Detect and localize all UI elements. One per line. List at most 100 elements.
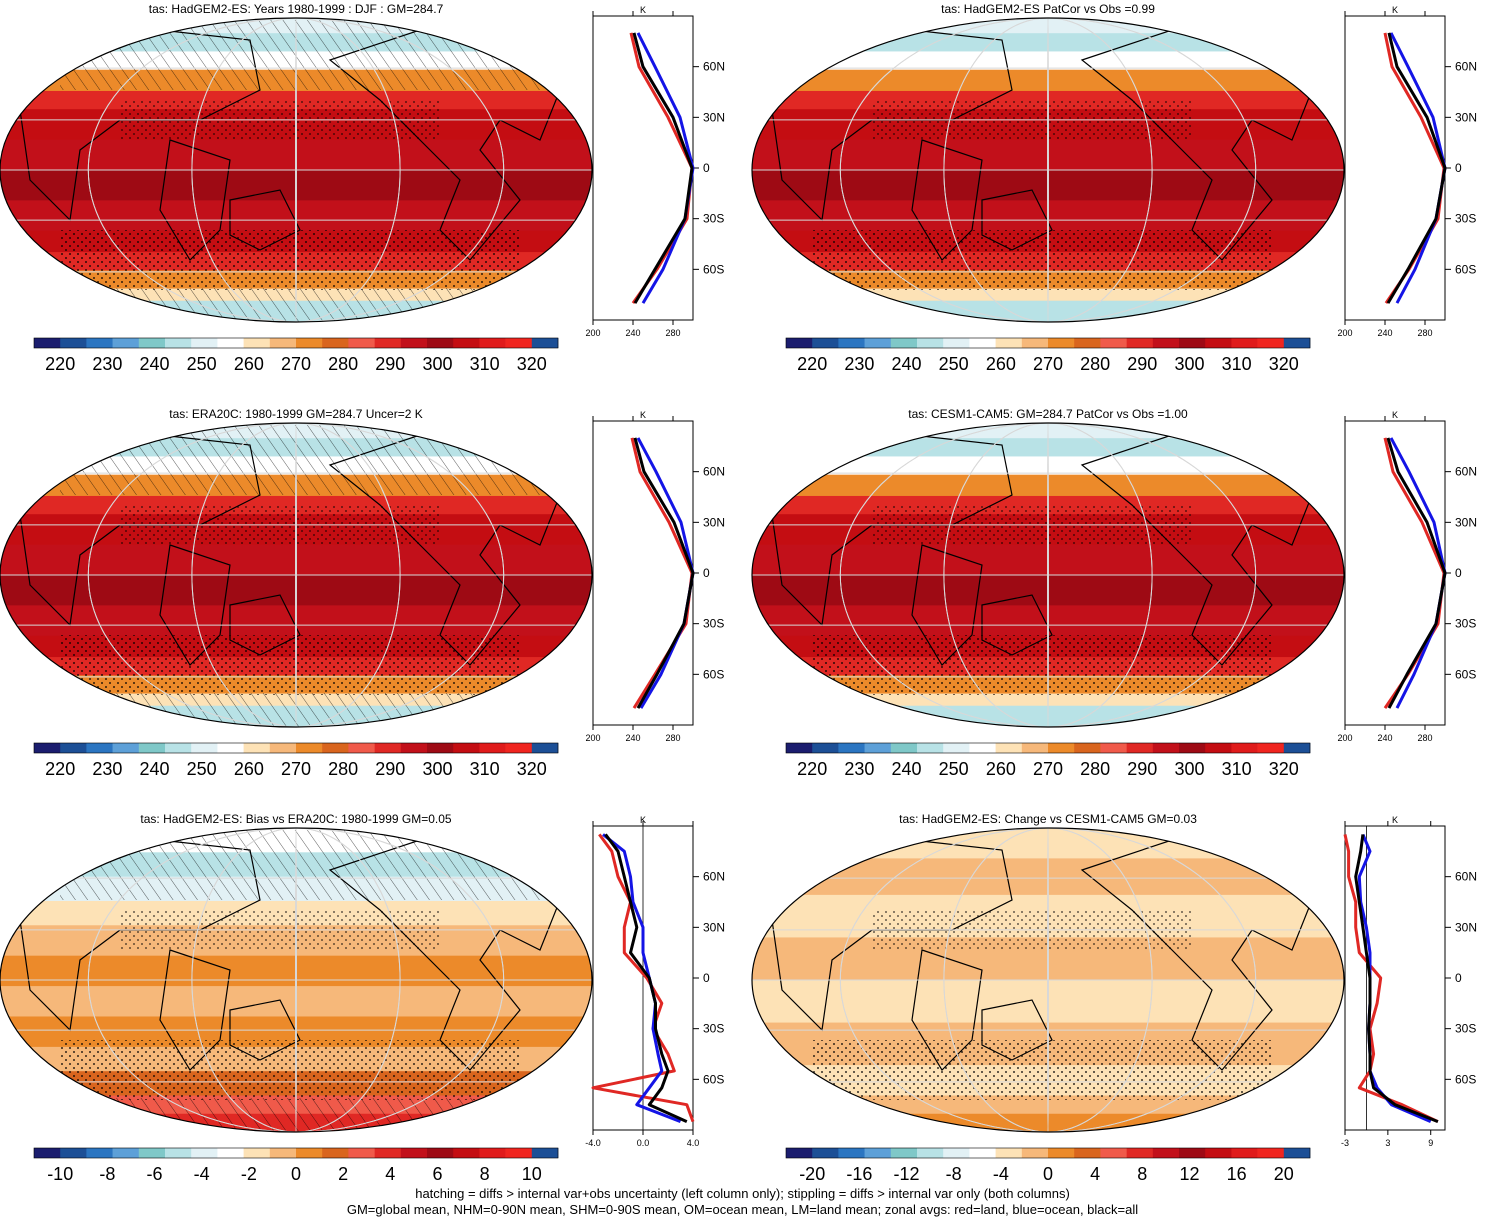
zonal-line-ocean	[1389, 437, 1447, 709]
colorbar-tick-label: 220	[797, 354, 827, 374]
zonal-lat-label: 30S	[1455, 617, 1476, 631]
map-field	[752, 423, 1344, 727]
colorbar-frame	[33, 742, 559, 754]
stippling	[60, 635, 520, 695]
zonal-lat-label: 60N	[703, 465, 725, 479]
colorbar-swatch	[890, 338, 918, 348]
map-outline	[0, 17, 593, 323]
colorbar-tick-label: -8	[946, 1164, 962, 1184]
colorbar-swatch	[812, 1148, 839, 1158]
colorbar-tick-label: 220	[45, 759, 75, 779]
zonal-lat-label: 60N	[1455, 60, 1477, 74]
colorbar-swatch	[812, 743, 839, 753]
zonal-lat-label: 0	[1455, 971, 1462, 985]
colorbar-swatch	[138, 743, 166, 753]
colorbar-swatch	[165, 1148, 192, 1158]
colorbar-tick-label: 320	[517, 759, 547, 779]
colorbar-swatch	[138, 1148, 166, 1158]
zonal-lat-label: 30S	[703, 1022, 724, 1036]
colorbar-swatch	[917, 1148, 944, 1158]
colorbar-swatch	[864, 338, 892, 348]
colorbar-swatch	[1179, 338, 1206, 348]
colorbar-tick-label: 290	[375, 759, 405, 779]
zonal-unit-label: K	[640, 410, 646, 420]
colorbar-tick-label: 260	[986, 354, 1016, 374]
zonal-lat-label: 30S	[703, 212, 724, 226]
colorbar-swatch	[427, 338, 454, 348]
colorbar-swatch	[505, 743, 533, 753]
colorbar-tick-label: 20	[1274, 1164, 1294, 1184]
colorbar-swatch	[112, 1148, 140, 1158]
zonal-lat-label: 60N	[1455, 870, 1477, 884]
colorbar-frame	[785, 1147, 1311, 1159]
colorbar-swatch	[1126, 338, 1154, 348]
colorbar-tick-label: -20	[799, 1164, 825, 1184]
colorbar-swatch	[917, 743, 944, 753]
colorbar-swatch	[269, 743, 297, 753]
colorbar-swatch	[890, 743, 918, 753]
colorbar-swatch	[1100, 743, 1127, 753]
colorbar-swatch	[453, 1148, 480, 1158]
zonal-x-label: 280	[1417, 328, 1432, 338]
colorbar-swatch	[1205, 743, 1232, 753]
map-field	[0, 18, 592, 322]
zonal-lat-label: 60N	[703, 60, 725, 74]
zonal-x-label: 9	[1428, 1138, 1433, 1148]
zonal-lat-label: 60N	[703, 870, 725, 884]
colorbar-swatch	[243, 743, 271, 753]
colorbar-tick-label: 280	[328, 354, 358, 374]
colorbar-swatch	[217, 338, 244, 348]
map-outline	[751, 827, 1345, 1133]
colorbar-swatch	[995, 743, 1023, 753]
colorbar-swatch	[348, 1148, 375, 1158]
zonal-x-label: 240	[625, 328, 640, 338]
zonal-lat-label: 30S	[703, 617, 724, 631]
colorbar-tick-label: 320	[1269, 759, 1299, 779]
colorbar-tick-label: 4	[1090, 1164, 1100, 1184]
colorbar-tick-label: -16	[846, 1164, 872, 1184]
colorbar-swatch	[812, 338, 839, 348]
panel-5: tas: HadGEM2-ES: Bias vs ERA20C: 1980-19…	[0, 812, 725, 1184]
colorbar-tick-label: 250	[187, 759, 217, 779]
colorbar-tick-label: 290	[375, 354, 405, 374]
zonal-lat-label: 0	[703, 971, 710, 985]
colorbar-swatch	[531, 1148, 559, 1158]
colorbar-swatch	[269, 338, 297, 348]
colorbar-swatch	[427, 1148, 454, 1158]
colorbar-swatch	[427, 743, 454, 753]
colorbar-tick-label: 0	[1043, 1164, 1053, 1184]
colorbar-tick-label: 4	[385, 1164, 395, 1184]
colorbar-swatch	[400, 1148, 428, 1158]
colorbar-tick-label: 8	[1137, 1164, 1147, 1184]
zonal-lat-label: 0	[1455, 161, 1462, 175]
colorbar-swatch	[1074, 1148, 1101, 1158]
colorbar-tick-label: 240	[139, 354, 169, 374]
zonal-unit-label: K	[1392, 815, 1398, 825]
colorbar-swatch	[969, 1148, 996, 1158]
colorbar-frame	[33, 337, 559, 349]
colorbar-tick-label: 300	[422, 759, 452, 779]
map-outline	[0, 827, 593, 1133]
panel-3: tas: ERA20C: 1980-1999 GM=284.7 Uncer=2 …	[0, 407, 725, 779]
zonal-lat-label: 30N	[703, 515, 725, 529]
colorbar-swatch	[1152, 338, 1180, 348]
colorbar-swatch	[479, 1148, 506, 1158]
colorbar-tick-label: 16	[1227, 1164, 1247, 1184]
panel-1: tas: HadGEM2-ES: Years 1980-1999 : DJF :…	[0, 2, 725, 374]
colorbar-swatch	[296, 338, 323, 348]
colorbar-tick-label: -6	[147, 1164, 163, 1184]
colorbar-swatch	[243, 338, 271, 348]
colorbar-tick-label: 310	[470, 354, 500, 374]
panel-title: tas: HadGEM2-ES PatCor vs Obs =0.99	[941, 2, 1155, 16]
zonal-lat-label: 30N	[703, 110, 725, 124]
colorbar-swatch	[479, 743, 506, 753]
colorbar-swatch	[217, 1148, 244, 1158]
colorbar-swatch	[400, 338, 428, 348]
colorbar-swatch	[112, 743, 140, 753]
colorbar-swatch	[1231, 743, 1258, 753]
colorbar-swatch	[191, 743, 218, 753]
zonal-lat-label: 60S	[1455, 262, 1476, 276]
colorbar-swatch	[374, 1148, 402, 1158]
colorbar-swatch	[1021, 743, 1049, 753]
hatching	[60, 830, 540, 900]
